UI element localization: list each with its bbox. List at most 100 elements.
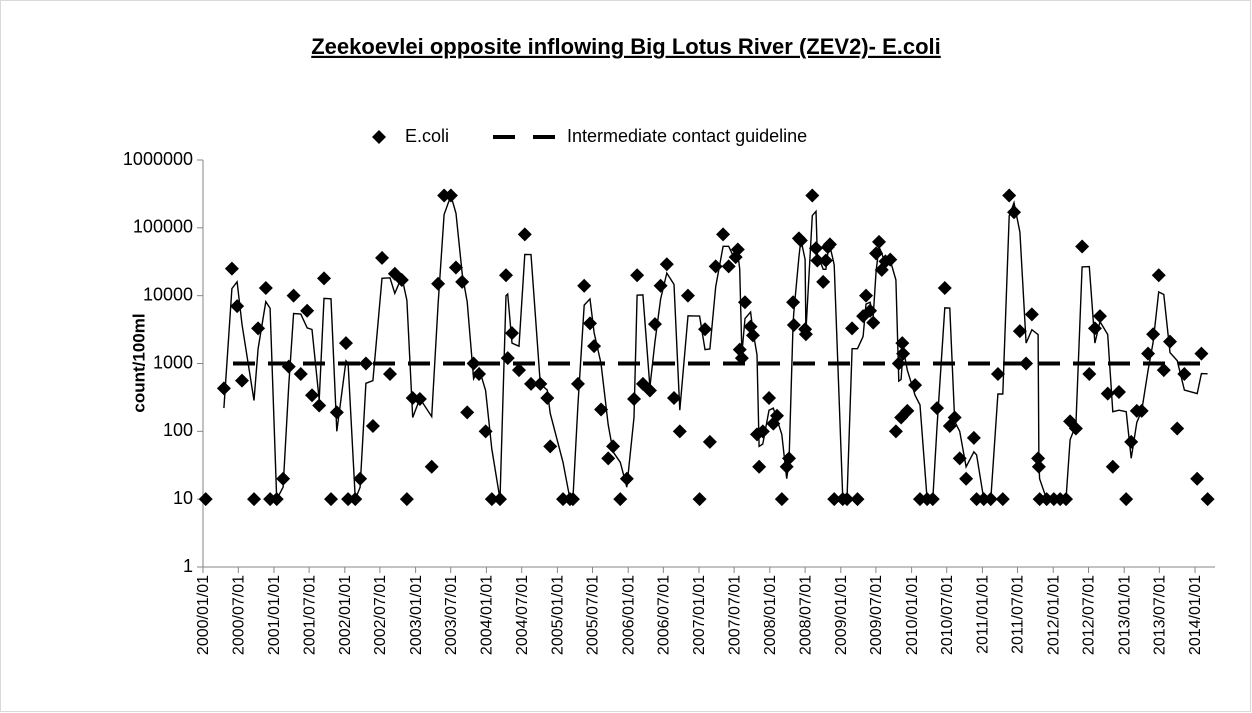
x-tick-label: 2003/01/01: [408, 575, 425, 655]
x-tick-label: 2002/01/01: [337, 575, 354, 655]
data-point: [424, 459, 439, 474]
data-point: [1190, 471, 1205, 486]
x-tick-label: 2014/01/01: [1187, 575, 1204, 655]
data-point: [524, 376, 539, 391]
data-point: [338, 336, 353, 351]
data-point: [276, 471, 291, 486]
data-point: [995, 492, 1010, 507]
data-point: [198, 492, 213, 507]
x-tick-label: 2005/07/01: [585, 575, 602, 655]
data-point: [1119, 492, 1134, 507]
data-point: [412, 391, 427, 406]
data-point: [269, 492, 284, 507]
data-point: [431, 276, 446, 291]
data-point: [872, 234, 887, 249]
data-point: [721, 259, 736, 274]
data-point: [850, 492, 865, 507]
data-point: [716, 227, 731, 242]
x-tick-label: 2001/01/01: [266, 575, 283, 655]
data-point: [293, 367, 308, 382]
data-point: [966, 430, 981, 445]
data-point: [543, 439, 558, 454]
data-point: [653, 278, 668, 293]
data-point: [1031, 459, 1046, 474]
data-point: [230, 299, 245, 314]
data-point: [382, 367, 397, 382]
data-point: [324, 492, 339, 507]
data-point: [1002, 188, 1017, 203]
data-point: [630, 268, 645, 283]
data-point: [1156, 363, 1171, 378]
data-point: [845, 321, 860, 336]
data-point: [627, 391, 642, 406]
y-tick-label: 100000: [133, 217, 193, 237]
data-point: [752, 459, 767, 474]
chart-title: Zeekoevlei opposite inflowing Big Lotus …: [311, 34, 941, 59]
x-tick-label: 2008/01/01: [762, 575, 779, 655]
data-point: [234, 373, 249, 388]
data-point: [492, 492, 507, 507]
data-point: [500, 351, 515, 366]
data-point: [827, 492, 842, 507]
data-point: [782, 451, 797, 466]
y-axis-label: count/100ml: [129, 313, 148, 412]
data-point: [1177, 367, 1192, 382]
data-point: [1087, 321, 1102, 336]
data-point: [1111, 385, 1126, 400]
data-point: [1082, 367, 1097, 382]
data-point: [341, 492, 356, 507]
data-point: [1059, 492, 1074, 507]
data-point: [251, 321, 266, 336]
data-point: [570, 376, 585, 391]
y-tick-label: 1000000: [123, 149, 193, 169]
data-point: [613, 492, 628, 507]
data-point: [472, 367, 487, 382]
data-point: [1068, 421, 1083, 436]
x-tick-label: 2007/01/01: [691, 575, 708, 655]
data-point: [774, 492, 789, 507]
data-point: [762, 391, 777, 406]
data-point: [582, 316, 597, 331]
data-point: [698, 322, 713, 337]
data-point: [734, 351, 749, 366]
x-tick-label: 2005/01/01: [550, 575, 567, 655]
data-point: [983, 492, 998, 507]
data-point: [300, 303, 315, 318]
data-point: [708, 259, 723, 274]
data-point: [672, 424, 687, 439]
y-tick-label: 100: [163, 420, 193, 440]
x-tick-label: 2011/07/01: [1010, 575, 1027, 654]
data-point: [1194, 346, 1209, 361]
data-point: [353, 471, 368, 486]
data-point: [1007, 205, 1022, 220]
data-point: [1146, 327, 1161, 342]
x-tick-label: 2011/01/01: [975, 575, 992, 654]
data-point: [937, 280, 952, 295]
data-point: [1105, 459, 1120, 474]
data-point: [891, 356, 906, 371]
data-point: [925, 492, 940, 507]
data-point: [1092, 309, 1107, 324]
x-tick-label: 2013/07/01: [1152, 575, 1169, 655]
data-point: [399, 492, 414, 507]
data-point: [1151, 268, 1166, 283]
data-point: [863, 303, 878, 318]
x-tick-label: 2000/07/01: [231, 575, 248, 655]
x-tick-label: 2001/07/01: [301, 575, 318, 655]
data-point: [460, 405, 475, 420]
data-point: [394, 273, 409, 288]
data-point: [818, 253, 833, 268]
x-tick-label: 2006/07/01: [656, 575, 673, 655]
legend-label: Intermediate contact guideline: [567, 126, 807, 146]
data-point: [443, 188, 458, 203]
data-point: [952, 451, 967, 466]
data-point: [755, 424, 770, 439]
data-point: [365, 418, 380, 433]
data-point: [281, 359, 296, 374]
data-point: [808, 241, 823, 256]
x-tick-label: 2004/07/01: [514, 575, 531, 655]
y-tick-label: 10: [173, 488, 193, 508]
data-point: [900, 403, 915, 418]
y-tick-label: 1: [183, 556, 193, 576]
